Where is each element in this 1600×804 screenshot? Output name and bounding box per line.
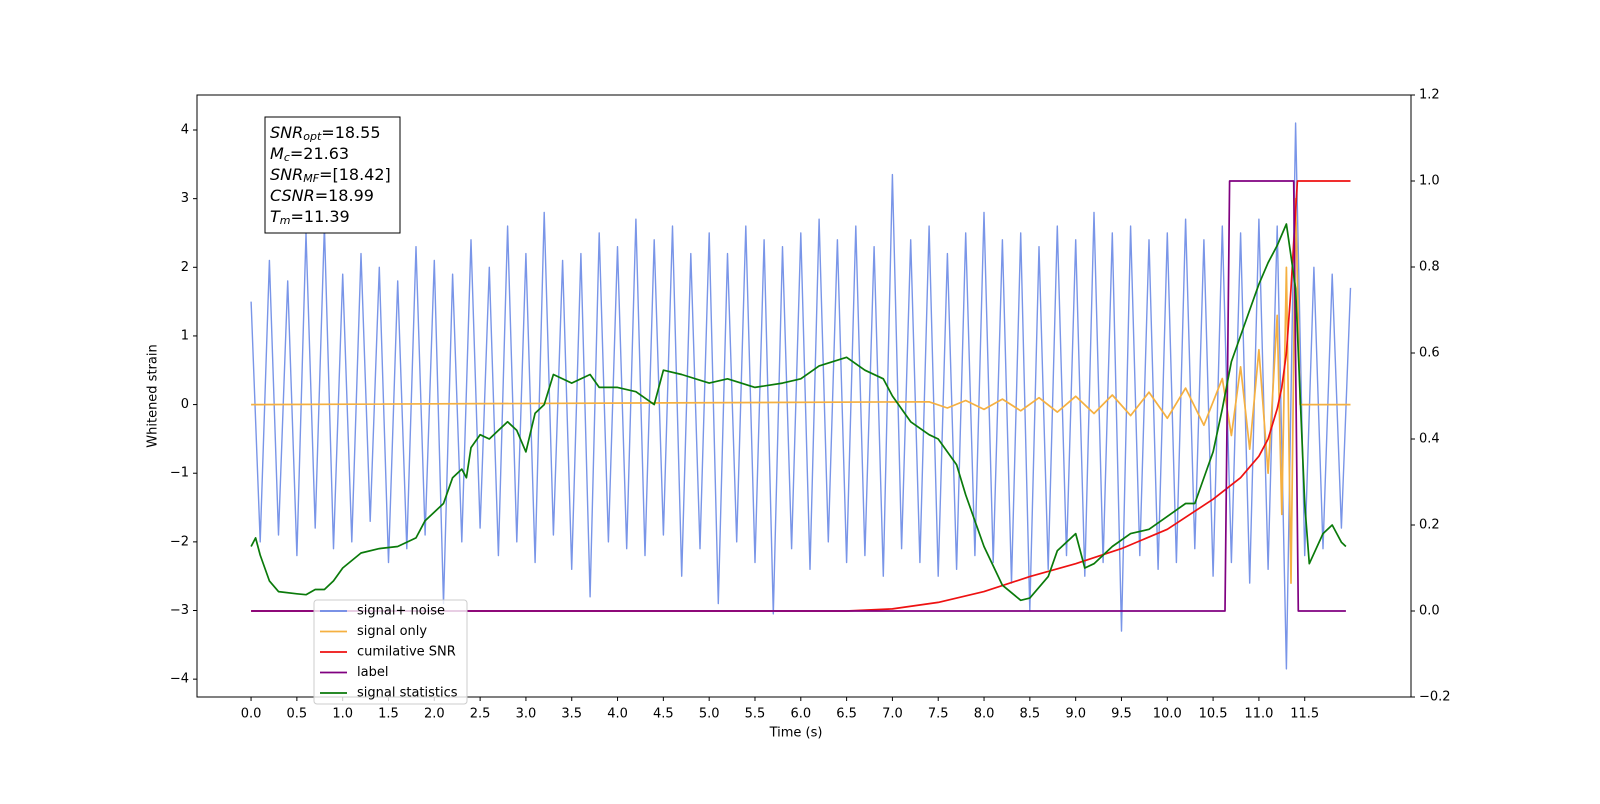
series-line: [250, 122, 1352, 670]
annotation-symbol: SNR: [270, 165, 303, 184]
annotation-symbol: M: [270, 144, 284, 163]
legend-label: signal only: [357, 624, 427, 639]
y-tick-label: 0: [181, 397, 189, 412]
x-tick-label: 10.5: [1199, 707, 1228, 722]
y-axis-label: Whitened strain: [146, 344, 161, 447]
y2-tick-label: 0.6: [1419, 346, 1440, 361]
x-tick-label: 1.0: [332, 707, 353, 722]
legend-frame: [313, 599, 468, 705]
y-tick-label: 2: [181, 260, 189, 275]
legend-label: label: [357, 665, 388, 680]
annotation-value: =18.55: [321, 123, 380, 142]
y-tick-label: −4: [170, 672, 189, 687]
y-tick-label: −2: [170, 534, 189, 549]
x-tick-label: 0.0: [241, 707, 262, 722]
x-tick-label: 8.0: [974, 707, 995, 722]
y-tick-label: 3: [181, 191, 189, 206]
legend: signal+ noise signal only cumilative SNR la…: [313, 599, 468, 705]
x-tick-label: 2.0: [424, 707, 445, 722]
x-tick-label: 7.0: [882, 707, 903, 722]
y2-tick-label: 0.8: [1419, 260, 1440, 275]
annotation-symbol: SNR: [270, 123, 303, 142]
annotation-value: =18.99: [315, 186, 374, 205]
annotation-subscript: c: [284, 151, 290, 164]
plot-frame: [196, 94, 1412, 698]
x-axis-label: Time (s): [769, 726, 823, 741]
annotation-symbol: T: [270, 207, 281, 226]
y2-tick-label: 0.4: [1419, 432, 1440, 447]
legend-label: signal statistics: [357, 686, 458, 701]
x-tick-label: 4.0: [607, 707, 628, 722]
y-tick-label: −3: [170, 603, 189, 618]
x-tick-label: 2.5: [470, 707, 491, 722]
legend-label: signal+ noise: [357, 604, 445, 619]
x-tick-label: 1.5: [378, 707, 399, 722]
x-tick-label: 3.5: [561, 707, 582, 722]
annotation-value: =21.63: [290, 144, 349, 163]
annotation-symbol: CSNR: [270, 186, 315, 205]
series-line: [251, 197, 1351, 584]
annotation-box: SNRopt=18.55Mc=21.63SNRMF=[18.42]CSNR=18…: [264, 116, 401, 234]
x-tick-label: 8.5: [1020, 707, 1041, 722]
x-tick-label: 9.0: [1065, 707, 1086, 722]
y2-tick-label: 0.2: [1419, 518, 1440, 533]
y-tick-label: 1: [181, 328, 189, 343]
annotation-line: CSNR=18.99: [270, 186, 374, 205]
y-tick-label: −1: [170, 466, 189, 481]
y2-tick-label: 1.0: [1419, 174, 1440, 189]
y-tick-label: 4: [181, 123, 189, 138]
x-tick-label: 4.5: [653, 707, 674, 722]
x-tick-label: 5.0: [699, 707, 720, 722]
x-tick-label: 0.5: [287, 707, 308, 722]
x-tick-label: 3.0: [516, 707, 537, 722]
annotation-value: =[18.42]: [319, 165, 391, 184]
annotation-value: =11.39: [291, 207, 350, 226]
y2-tick-label: −0.2: [1419, 690, 1451, 705]
annotation-line: Mc=21.63: [270, 144, 349, 165]
x-tick-label: 11.0: [1244, 707, 1273, 722]
x-tick-label: 9.5: [1111, 707, 1132, 722]
annotation-frame: [264, 116, 401, 234]
annotation-subscript: opt: [303, 130, 322, 143]
series-line: [251, 180, 1346, 612]
x-tick-label: 5.5: [745, 707, 766, 722]
annotation-line: SNRMF=[18.42]: [270, 165, 391, 186]
y2-tick-label: 0.0: [1419, 604, 1440, 619]
annotation-line: Tm=11.39: [270, 207, 350, 228]
annotation-line: SNRopt=18.55: [270, 123, 381, 144]
x-tick-label: 6.0: [790, 707, 811, 722]
x-tick-label: 11.5: [1290, 707, 1319, 722]
x-tick-label: 6.5: [836, 707, 857, 722]
x-tick-label: 7.5: [928, 707, 949, 722]
legend-label: cumilative SNR: [357, 645, 456, 660]
x-tick-label: 10.0: [1153, 707, 1182, 722]
series-line: [250, 223, 1347, 602]
y2-tick-label: 1.2: [1419, 88, 1440, 103]
annotation-subscript: m: [280, 214, 291, 227]
annotation-subscript: MF: [303, 172, 319, 185]
